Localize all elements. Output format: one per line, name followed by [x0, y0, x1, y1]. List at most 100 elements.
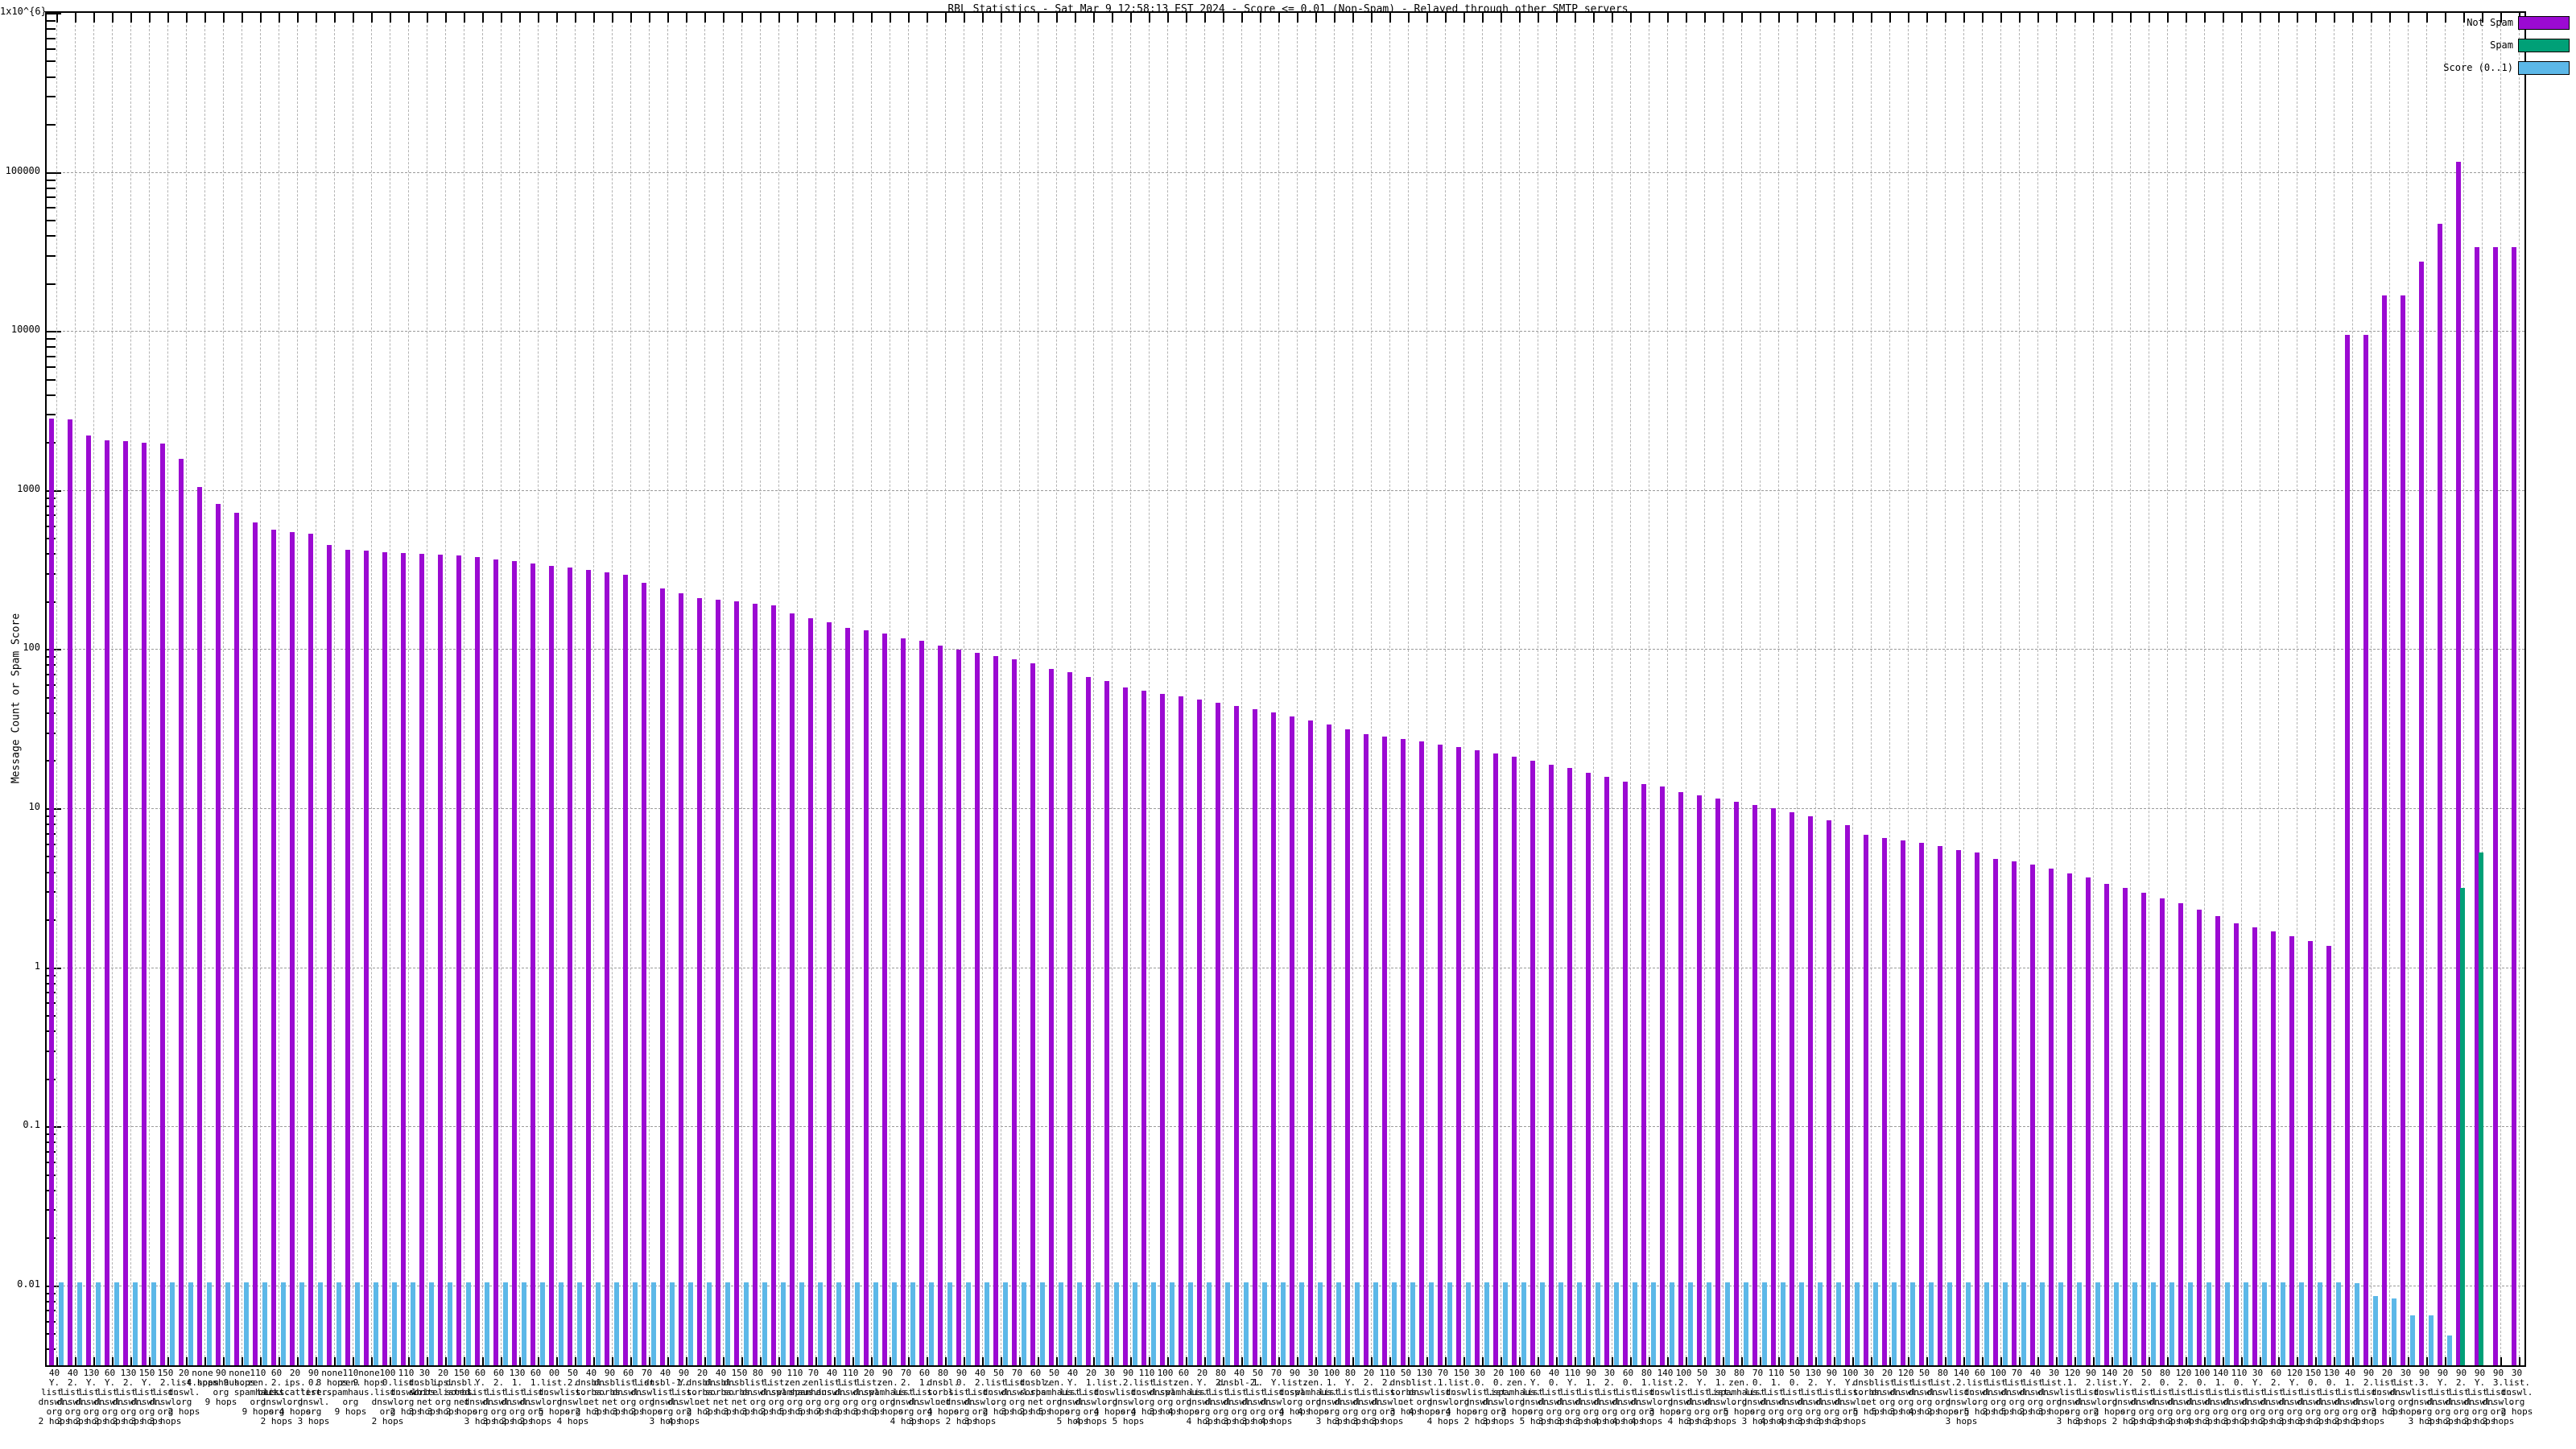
- x-axis-label-line: org: [2286, 1406, 2303, 1417]
- x-axis-label-line: org: [2046, 1397, 2062, 1407]
- x-axis-label-line: list.: [1059, 1387, 1087, 1397]
- x-axis-label-line: list.: [2373, 1377, 2401, 1388]
- legend-label: Score (0..1): [2443, 62, 2513, 73]
- x-axis-label-line: dnswl.: [1778, 1397, 1811, 1407]
- x-axis-label-line: dnswl.: [1686, 1397, 1719, 1407]
- x-axis-label-line: dnswl.: [2315, 1397, 2348, 1407]
- x-axis-label-line: dnswl.: [1001, 1387, 1034, 1397]
- legend-item[interactable]: Score (0..1): [2384, 60, 2570, 76]
- x-axis-label-line: 9 hops: [353, 1377, 386, 1388]
- x-axis-label-line: list.: [77, 1387, 105, 1397]
- x-axis-label-line: 3 hops: [1945, 1416, 1978, 1426]
- x-axis-tick: [1055, 1357, 1058, 1365]
- legend-item[interactable]: Spam: [2384, 37, 2570, 53]
- x-axis-label-line: dnswl.: [260, 1397, 293, 1407]
- x-axis-label-line: org: [490, 1406, 507, 1417]
- x-axis-label: 90 1. list. dnswl. org 3 hops: [1575, 1368, 1608, 1426]
- x-axis-label-line: 5 hops: [2000, 1406, 2033, 1417]
- x-axis-label-line: list.: [1762, 1387, 1790, 1397]
- bar-score: [1669, 1282, 1675, 1365]
- plot-area: [45, 11, 2526, 1367]
- bar-not-spam: [2140, 893, 2147, 1365]
- x-axis-tick: [1611, 1357, 1613, 1365]
- x-axis-label: 30 zen. spamhaus. org 4 hops: [1290, 1368, 1338, 1417]
- x-axis-label-line: 2 hops: [445, 1406, 478, 1417]
- x-axis-tick: [815, 1357, 817, 1365]
- x-axis-label-line: 120: [1897, 1368, 1914, 1378]
- x-axis-label: 100 list. dnswl. org 2 hops: [1983, 1368, 2015, 1417]
- x-axis-label: 80 dnsbl. sorbs. net 4 hops: [927, 1368, 960, 1417]
- x-axis-label-line: org: [1620, 1406, 1637, 1417]
- x-axis-label-line: dnswl.: [815, 1387, 848, 1397]
- bar-score: [58, 1282, 64, 1365]
- x-axis-label-line: zen.: [1173, 1377, 1195, 1388]
- x-axis-label-line: org: [1971, 1397, 1988, 1407]
- x-axis-label-line: sorbs.: [686, 1387, 719, 1397]
- legend-item[interactable]: Not Spam: [2384, 14, 2570, 31]
- bar-score: [336, 1282, 342, 1365]
- x-axis-label-line: 2.: [67, 1377, 79, 1388]
- x-axis-label-line: org: [2453, 1406, 2470, 1417]
- bar-not-spam: [1918, 842, 1925, 1365]
- x-axis-label-line: 60: [919, 1368, 931, 1378]
- x-axis-label-line: 0.: [1622, 1377, 1634, 1388]
- y-axis-minor-tick: [47, 220, 56, 222]
- x-axis-label-line: list.: [1447, 1377, 1476, 1388]
- x-axis-label-line: 110: [2231, 1368, 2248, 1378]
- x-axis-label-line: dnswl.: [2389, 1387, 2422, 1397]
- x-axis-tick: [1537, 1357, 1539, 1365]
- x-axis-label: 70 1. list. dnswl. org 4 hops: [1427, 1368, 1459, 1426]
- bar-not-spam: [678, 592, 684, 1365]
- x-axis-label-line: Y.: [1196, 1377, 1208, 1388]
- x-axis-label-line: org: [2323, 1406, 2340, 1417]
- x-axis-label-line: 2 hops: [2500, 1406, 2533, 1417]
- x-axis-label-line: list.: [1929, 1377, 1957, 1388]
- x-axis-label-line: org: [1175, 1397, 1192, 1407]
- x-axis-label-line: 5 hops: [538, 1406, 571, 1417]
- x-axis-tick-top: [2092, 13, 2095, 23]
- bar-score: [1243, 1282, 1249, 1365]
- x-axis-label-line: dnswl.: [908, 1397, 941, 1407]
- x-axis-tick-top: [1481, 13, 1484, 23]
- x-axis-label-line: org: [2268, 1406, 2285, 1417]
- x-axis-label-line: list.: [1892, 1377, 1920, 1388]
- bar-score: [1632, 1282, 1638, 1365]
- x-axis-label-line: net: [935, 1397, 952, 1407]
- x-axis-label: 00 list. dnswl. org 5 hops: [539, 1368, 571, 1417]
- bar-score: [687, 1282, 694, 1365]
- x-axis-label-line: dnswl.: [501, 1397, 534, 1407]
- x-axis-label-line: 110: [786, 1368, 803, 1378]
- x-axis-label-line: org: [138, 1406, 155, 1417]
- bar-score: [632, 1282, 638, 1365]
- x-axis-label: 70 list. dnswl. org 5 hops: [2001, 1368, 2033, 1417]
- x-axis-label-line: dnswl.: [2426, 1397, 2459, 1407]
- x-axis-tick: [2185, 1357, 2187, 1365]
- bar-not-spam: [2196, 909, 2202, 1365]
- x-axis-tick-top: [1814, 13, 1817, 23]
- x-axis-label-line: 50: [1789, 1368, 1801, 1378]
- x-axis-label-line: 30: [2048, 1368, 2060, 1378]
- x-axis-tick: [2444, 1357, 2446, 1365]
- grid-line-vertical: [1481, 13, 1483, 1365]
- x-axis-label-line: 4 hops: [279, 1406, 312, 1417]
- grid-line-vertical: [2018, 13, 2020, 1365]
- x-axis-label: 150 2. list. dnswl. org 3 hops: [150, 1368, 182, 1426]
- chart-legend: Not Spam Spam Score (0..1): [2384, 14, 2570, 82]
- x-axis-label-line: 2.: [900, 1377, 912, 1388]
- bar-not-spam: [178, 458, 184, 1365]
- x-axis-label-line: 3.: [2418, 1377, 2430, 1388]
- x-axis-label: 20 list. dnswl. org 2 hops: [168, 1368, 200, 1417]
- x-axis-label: 20 list. dnswl. org 3 hops: [2372, 1368, 2404, 1417]
- x-axis-tick: [1278, 1357, 1280, 1365]
- x-axis-label-line: list.: [2299, 1387, 2327, 1397]
- bar-not-spam: [122, 441, 129, 1365]
- x-axis-tick-top: [1889, 13, 1891, 23]
- y-axis-tick-label: 1x10^{6}: [0, 6, 47, 17]
- grid-line-vertical: [2388, 13, 2390, 1365]
- x-axis-tick: [2296, 1357, 2298, 1365]
- x-axis-tick: [1814, 1357, 1817, 1365]
- x-axis-label-line: Y.: [2289, 1377, 2301, 1388]
- x-axis-label-line: 0.: [1752, 1377, 1764, 1388]
- x-axis-label-line: 40: [2029, 1368, 2041, 1378]
- x-axis-label-line: 3 hops: [741, 1406, 774, 1417]
